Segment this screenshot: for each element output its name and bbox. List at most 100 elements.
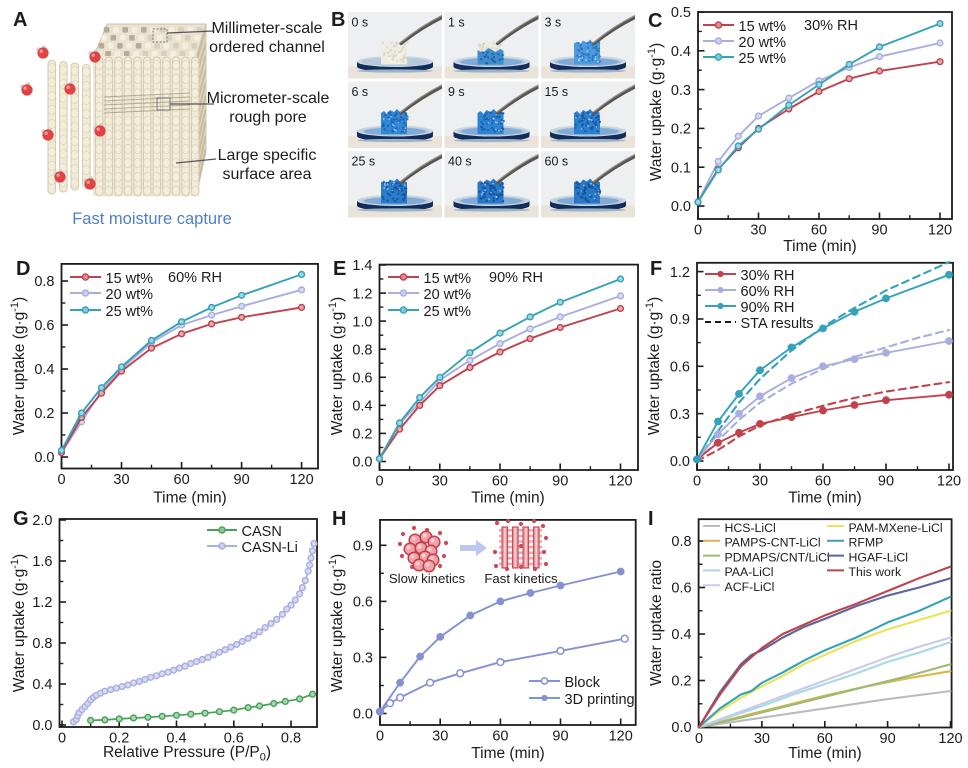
svg-text:Relative Pressure (P/P0): Relative Pressure (P/P0) (103, 744, 271, 764)
svg-text:30: 30 (432, 729, 448, 745)
svg-text:0.2: 0.2 (352, 427, 372, 443)
svg-text:60: 60 (811, 223, 827, 239)
svg-text:60% RH: 60% RH (168, 270, 222, 286)
svg-text:0.6: 0.6 (224, 731, 244, 747)
svg-text:0.9: 0.9 (353, 539, 373, 555)
svg-text:0.0: 0.0 (353, 707, 373, 723)
svg-text:H: H (332, 508, 346, 530)
svg-text:0 s: 0 s (352, 16, 369, 30)
svg-text:6 s: 6 s (352, 85, 369, 99)
svg-text:90% RH: 90% RH (741, 300, 795, 316)
svg-text:1.2: 1.2 (32, 595, 52, 611)
svg-text:0: 0 (693, 474, 701, 490)
svg-text:0.4: 0.4 (32, 677, 52, 693)
svg-text:G: G (13, 508, 29, 530)
svg-text:30: 30 (432, 474, 448, 490)
svg-text:I: I (648, 508, 654, 530)
svg-text:90% RH: 90% RH (489, 270, 543, 286)
svg-text:Micrometer-scale: Micrometer-scale (207, 90, 330, 107)
svg-text:HGAF-LiCl: HGAF-LiCl (849, 550, 908, 564)
svg-text:Water uptake (g·g-1): Water uptake (g·g-1) (644, 297, 663, 435)
svg-text:0.6: 0.6 (353, 595, 373, 611)
svg-text:0: 0 (376, 729, 384, 745)
svg-text:0.0: 0.0 (352, 455, 372, 471)
svg-text:PAA-LiCl: PAA-LiCl (725, 565, 774, 579)
svg-text:120: 120 (937, 474, 961, 490)
svg-text:0.3: 0.3 (353, 651, 373, 667)
svg-text:ordered channel: ordered channel (209, 39, 325, 56)
svg-text:60: 60 (817, 731, 833, 747)
svg-text:0.0: 0.0 (671, 720, 691, 736)
svg-text:PAM-MXene-LiCl: PAM-MXene-LiCl (849, 521, 943, 535)
svg-text:30: 30 (754, 731, 770, 747)
svg-text:F: F (650, 258, 662, 280)
svg-text:120: 120 (608, 474, 632, 490)
svg-text:1.2: 1.2 (352, 286, 372, 302)
svg-text:0.0: 0.0 (34, 450, 54, 466)
svg-text:30: 30 (750, 223, 766, 239)
svg-text:Time (min): Time (min) (783, 238, 856, 255)
svg-text:0.9: 0.9 (670, 312, 690, 328)
svg-text:C: C (648, 10, 662, 32)
svg-text:Water uptake (g·g-1): Water uptake (g·g-1) (9, 554, 28, 692)
svg-text:ACF-LiCl: ACF-LiCl (725, 580, 775, 594)
svg-text:25 wt%: 25 wt% (424, 304, 472, 320)
svg-text:0.6: 0.6 (34, 318, 54, 334)
svg-text:30: 30 (752, 474, 768, 490)
svg-text:60 s: 60 s (545, 155, 569, 169)
svg-text:0.8: 0.8 (32, 636, 52, 652)
svg-text:HCS-LiCl: HCS-LiCl (725, 521, 776, 535)
svg-text:90: 90 (552, 729, 568, 745)
svg-text:0.4: 0.4 (671, 44, 691, 60)
svg-text:15 wt%: 15 wt% (424, 271, 472, 287)
svg-text:0.4: 0.4 (166, 731, 186, 747)
svg-text:25 wt%: 25 wt% (106, 304, 154, 320)
svg-text:Fast moisture capture: Fast moisture capture (72, 210, 232, 228)
svg-text:0.8: 0.8 (34, 274, 54, 290)
svg-text:90: 90 (552, 474, 568, 490)
svg-text:0.3: 0.3 (670, 407, 690, 423)
svg-text:90: 90 (878, 474, 894, 490)
svg-text:Fast kinetics: Fast kinetics (484, 571, 558, 586)
svg-text:90: 90 (871, 223, 887, 239)
svg-text:0.8: 0.8 (671, 534, 691, 550)
svg-text:0.6: 0.6 (671, 581, 691, 597)
svg-text:0: 0 (694, 223, 702, 239)
svg-text:120: 120 (928, 223, 952, 239)
svg-text:120: 120 (938, 731, 962, 747)
svg-text:0.8: 0.8 (281, 731, 301, 747)
svg-text:Water uptake (g·g-1): Water uptake (g·g-1) (646, 43, 665, 181)
svg-text:9 s: 9 s (448, 85, 465, 99)
svg-text:0.8: 0.8 (352, 342, 372, 358)
svg-text:0.2: 0.2 (109, 731, 129, 747)
svg-text:60: 60 (492, 729, 508, 745)
svg-text:Water uptake (g·g-1): Water uptake (g·g-1) (9, 297, 28, 435)
svg-text:Block: Block (565, 675, 601, 691)
svg-text:1.6: 1.6 (32, 554, 52, 570)
svg-text:CASN: CASN (242, 524, 282, 540)
svg-text:CASN-Li: CASN-Li (242, 540, 298, 556)
svg-text:0.4: 0.4 (352, 399, 372, 415)
svg-text:Millimeter-scale: Millimeter-scale (211, 20, 322, 37)
svg-text:40 s: 40 s (448, 155, 472, 169)
svg-text:2.0: 2.0 (32, 513, 52, 529)
svg-text:0.0: 0.0 (32, 718, 52, 734)
svg-text:B: B (331, 9, 345, 31)
svg-text:15 wt%: 15 wt% (739, 19, 787, 35)
svg-text:15 s: 15 s (545, 85, 569, 99)
svg-text:PDMAPS/CNT/LiCl: PDMAPS/CNT/LiCl (725, 550, 830, 564)
svg-text:60: 60 (492, 474, 508, 490)
svg-text:PAMPS-CNT-LiCl: PAMPS-CNT-LiCl (725, 536, 821, 550)
svg-text:1.0: 1.0 (352, 314, 372, 330)
svg-text:A: A (13, 9, 27, 31)
svg-text:90: 90 (234, 472, 250, 488)
svg-text:20 wt%: 20 wt% (424, 287, 472, 303)
svg-text:0.6: 0.6 (670, 360, 690, 376)
svg-text:1 s: 1 s (448, 16, 465, 30)
svg-text:0.3: 0.3 (671, 83, 691, 99)
svg-text:3 s: 3 s (545, 16, 562, 30)
svg-text:0.4: 0.4 (671, 627, 691, 643)
svg-text:Slow kinetics: Slow kinetics (389, 571, 466, 586)
svg-text:Time (min): Time (min) (471, 490, 544, 507)
svg-text:0: 0 (58, 731, 66, 747)
